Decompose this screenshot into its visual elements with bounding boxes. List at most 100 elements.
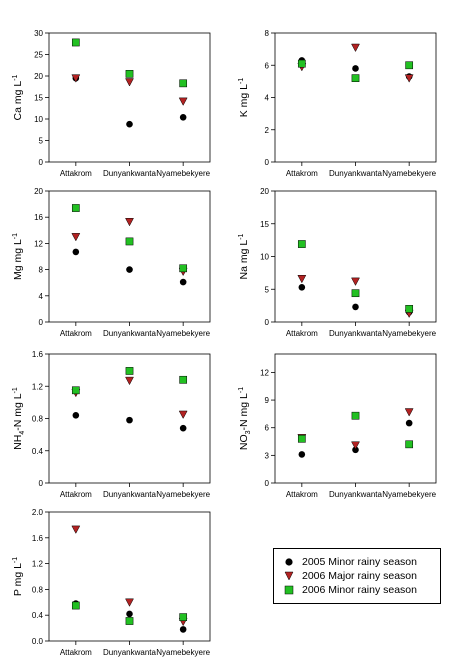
marker-2005-minor-dunyankwanta xyxy=(352,303,359,311)
y-tick-label: 8 xyxy=(265,29,270,38)
y-axis-label: NO3-N mg L-1 xyxy=(238,387,252,450)
x-tick-label-dunyankwanta: Dunyankwanta xyxy=(103,490,156,499)
marker-2006-minor-attakrom xyxy=(297,240,306,248)
x-tick-label-attakrom: Attakrom xyxy=(60,329,92,338)
marker-2006-major-nyamebekyere xyxy=(178,97,188,106)
y-axis-label-sup: -1 xyxy=(12,233,19,239)
y-axis-label-sub: 4 xyxy=(19,431,26,435)
y-axis-label-sup: -1 xyxy=(12,557,19,563)
y-axis-label-sup: -1 xyxy=(238,233,245,239)
x-tick-label-dunyankwanta: Dunyankwanta xyxy=(329,490,382,499)
y-tick-label: 1.2 xyxy=(32,560,44,569)
legend: 2005 Minor rainy season 2006 Major rainy… xyxy=(273,548,441,604)
legend-marker-2006-minor xyxy=(284,585,294,595)
circle-marker-icon xyxy=(282,555,296,569)
marker-2005-minor-nyamebekyere xyxy=(405,419,413,427)
marker-2006-minor-dunyankwanta xyxy=(351,74,360,83)
x-tick-label-attakrom: Attakrom xyxy=(60,490,92,499)
triangle-down-marker-icon xyxy=(282,569,296,583)
x-tick-label-dunyankwanta: Dunyankwanta xyxy=(103,648,156,657)
marker-2005-minor-dunyankwanta xyxy=(126,120,133,128)
y-tick-label: 0.8 xyxy=(32,415,44,424)
y-tick-label: 0 xyxy=(39,479,44,488)
marker-2006-major-nyamebekyere xyxy=(404,74,414,83)
y-axis-label: K mg L-1 xyxy=(238,78,250,118)
marker-2006-major-dunyankwanta xyxy=(125,376,134,386)
y-tick-label: 1.6 xyxy=(32,350,44,359)
y-axis-label: Mg mg L-1 xyxy=(12,233,24,280)
y-tick-label: 0.4 xyxy=(32,611,44,620)
marker-2006-major-dunyankwanta xyxy=(351,441,360,450)
marker-2006-minor-attakrom xyxy=(297,59,306,68)
x-tick-label-nyamebekyere: Nyamebekyere xyxy=(156,169,210,178)
marker-2006-minor-nyamebekyere xyxy=(405,61,414,70)
marker-2006-major-nyamebekyere xyxy=(404,408,414,417)
marker-2005-minor-dunyankwanta xyxy=(352,446,359,454)
y-axis-label-main: NH xyxy=(12,435,24,450)
panel-6: 0 3 6 9 12 Attakrom Dunyankwanta Nyamebekyere NO… xyxy=(238,353,437,499)
legend-label-2006-minor: 2006 Minor rainy season xyxy=(302,584,417,597)
panel-7: 0.0 0.4 0.8 1.2 1.6 2.0 Attakrom Dunyankwanta Ny… xyxy=(12,508,211,657)
x-tick-label-attakrom: Attakrom xyxy=(60,648,92,657)
marker-2006-major-attakrom xyxy=(297,275,307,284)
marker-2006-minor-nyamebekyere xyxy=(179,264,188,273)
y-tick-label: 20 xyxy=(260,187,269,196)
y-axis-label-sup: -1 xyxy=(238,78,245,84)
y-tick-label: 30 xyxy=(34,29,43,38)
marker-2006-minor-dunyankwanta xyxy=(125,367,134,375)
panel-1: 0 5 10 15 20 25 30 Attakrom Dunyankwanta Nyamebek… xyxy=(12,29,211,178)
legend-marker-2005-minor xyxy=(285,558,293,566)
marker-2005-minor-attakrom xyxy=(72,248,80,256)
marker-2006-minor-nyamebekyere xyxy=(179,375,188,384)
panel-5: 0 0.4 0.8 1.2 1.6 Attakrom Dunyankwanta Nyamebe… xyxy=(12,350,211,499)
y-tick-label: 10 xyxy=(34,115,43,124)
marker-2006-minor-attakrom xyxy=(297,434,306,443)
legend-item-2005-minor: 2005 Minor rainy season xyxy=(282,555,417,569)
y-axis-label-main: P mg L xyxy=(12,563,24,596)
x-tick-label-nyamebekyere: Nyamebekyere xyxy=(382,329,436,338)
marker-2006-major-attakrom xyxy=(71,525,81,534)
panel-3: 0 4 8 12 16 20 Attakrom Dunyankwanta Nyamebekyer… xyxy=(12,187,211,338)
plot-frame xyxy=(274,190,437,323)
y-tick-label: 9 xyxy=(265,396,270,405)
y-axis-label: Na mg L-1 xyxy=(238,233,250,279)
x-tick-label-attakrom: Attakrom xyxy=(286,329,318,338)
x-tick-label-attakrom: Attakrom xyxy=(60,169,92,178)
y-tick-label: 20 xyxy=(34,72,43,81)
y-tick-label: 4 xyxy=(265,94,270,103)
y-tick-label: 0 xyxy=(265,318,270,327)
legend-label-2005-minor: 2005 Minor rainy season xyxy=(302,556,417,569)
y-axis-label-main: Ca mg L xyxy=(12,81,24,121)
y-tick-label: 12 xyxy=(260,368,269,377)
marker-2005-minor-dunyankwanta xyxy=(126,266,133,273)
marker-2005-minor-dunyankwanta xyxy=(126,610,133,618)
marker-2006-minor-nyamebekyere xyxy=(405,305,414,313)
marker-2006-minor-nyamebekyere xyxy=(405,440,414,449)
marker-2006-minor-nyamebekyere xyxy=(179,79,188,88)
y-tick-label: 2 xyxy=(265,126,270,135)
y-axis-label: Ca mg L-1 xyxy=(12,74,24,120)
x-tick-label-nyamebekyere: Nyamebekyere xyxy=(382,490,436,499)
legend-label-2006-major: 2006 Major rainy season xyxy=(302,570,417,583)
marker-2006-minor-attakrom xyxy=(71,386,80,395)
marker-2006-major-dunyankwanta xyxy=(125,78,134,87)
panel-4: 0 5 10 15 20 Attakrom Dunyankwanta Nyamebekyere… xyxy=(238,187,437,338)
marker-2006-minor-dunyankwanta xyxy=(351,411,360,420)
y-tick-label: 4 xyxy=(39,292,44,301)
x-tick-label-dunyankwanta: Dunyankwanta xyxy=(329,329,382,338)
y-axis-label: P mg L-1 xyxy=(12,557,24,596)
marker-2006-minor-attakrom xyxy=(71,601,80,610)
y-axis-label-sub: 3 xyxy=(245,430,252,434)
y-axis-label-tail: -N mg L xyxy=(238,393,250,431)
marker-2006-minor-dunyankwanta xyxy=(125,237,134,246)
legend-item-2006-major: 2006 Major rainy season xyxy=(282,569,417,583)
y-tick-label: 0.8 xyxy=(32,585,44,594)
square-marker-icon xyxy=(282,583,296,597)
x-tick-label-dunyankwanta: Dunyankwanta xyxy=(329,169,382,178)
y-tick-label: 3 xyxy=(265,451,270,460)
marker-2006-minor-dunyankwanta xyxy=(351,289,360,298)
y-axis-label-sup: -1 xyxy=(12,387,19,393)
y-tick-label: 2.0 xyxy=(32,508,44,517)
y-axis-label-main: Mg mg L xyxy=(12,239,24,280)
